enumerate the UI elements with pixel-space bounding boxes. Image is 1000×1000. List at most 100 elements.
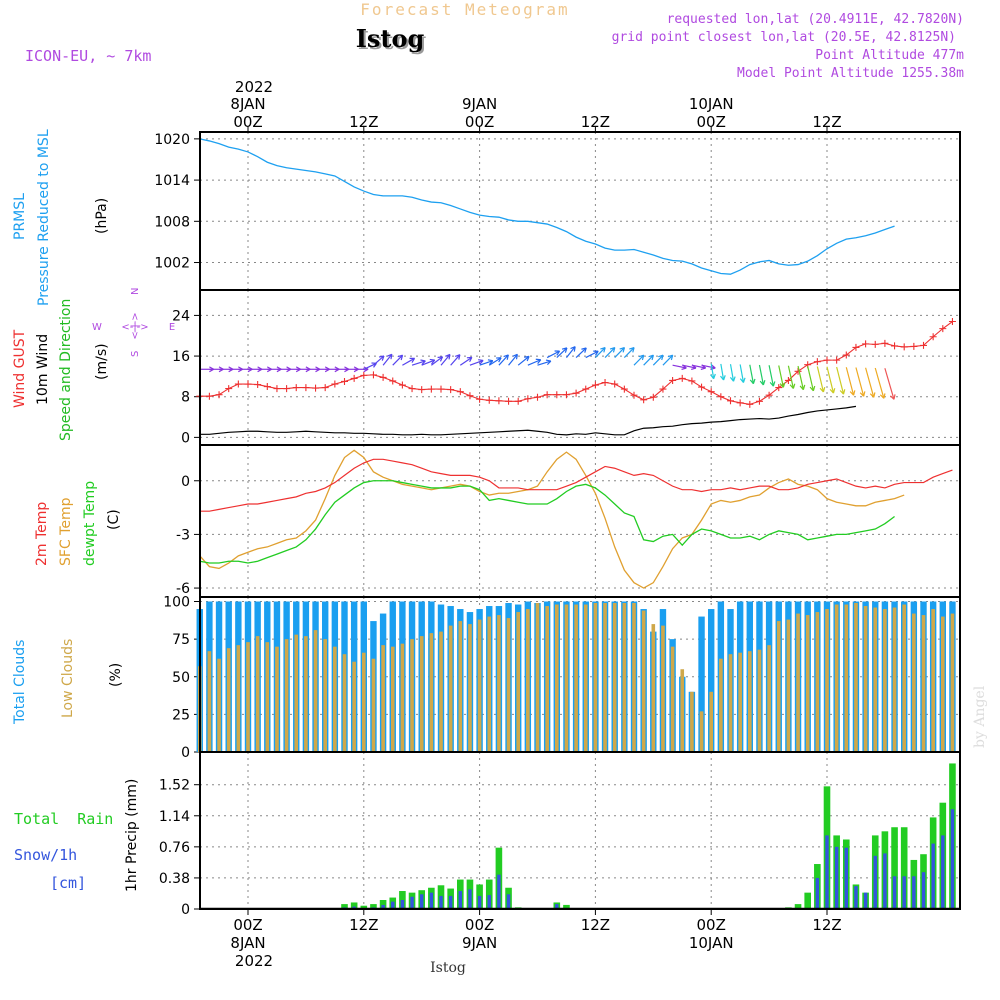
wind-dir-arrow [739, 364, 745, 383]
clouds-ytick-label: 0 [181, 745, 190, 761]
low-cloud-bar [555, 604, 559, 752]
gust-point [630, 391, 638, 399]
low-cloud-bar [844, 604, 849, 752]
snow-bar [844, 847, 848, 909]
low-cloud-bar [545, 606, 549, 752]
low-cloud-bar [333, 646, 337, 752]
cloud-panel-labels: Total Clouds Low Clouds (%) [12, 639, 124, 725]
wind-dir-arrowhead [749, 378, 756, 385]
pressure-frame [199, 131, 961, 291]
low-cloud-bar [738, 652, 742, 752]
wind-dir-arrow [758, 364, 764, 386]
low-cloud-bar [526, 609, 530, 752]
low-cloud-bar [226, 648, 231, 752]
gust-point [302, 384, 310, 392]
wind-dir-arrow [816, 366, 825, 393]
low-cloud-bar [516, 612, 520, 752]
bottom-year: 2022 [235, 952, 273, 970]
snow-bar [883, 853, 887, 909]
wind-dir-arrow [855, 367, 865, 397]
top-axis-day: 8JAN [230, 95, 265, 113]
low-cloud-bar [757, 649, 762, 752]
gust-point [283, 385, 291, 393]
total-cloud-bar [708, 609, 715, 752]
compass-e: E [169, 322, 175, 333]
snow-bar [391, 901, 395, 909]
low-cloud-bar [651, 624, 656, 752]
wind-dir-arrow [662, 354, 674, 366]
gust-point [476, 395, 484, 403]
low-cloud-bar [284, 639, 289, 752]
wind-dir-arrowhead [769, 381, 776, 387]
wind-dir-arrow [604, 347, 616, 359]
top-axis-hour: 12Z [812, 113, 841, 131]
wind-dir-arrow [623, 347, 635, 359]
snow-bar [931, 843, 935, 909]
clouds-ytick-label: 75 [172, 632, 190, 648]
wind-dir-arrow [421, 359, 435, 366]
gust-point [640, 396, 648, 404]
rain-bar [379, 900, 387, 909]
wind-dir-arrow [710, 363, 715, 379]
wind-dir-arrow [382, 353, 393, 366]
wind-dir-arrow [402, 357, 415, 366]
wind-dir-arrow [392, 354, 403, 366]
wind-dir-arrowhead [397, 354, 404, 361]
bottom-axis-day: 10JAN [689, 934, 734, 952]
snow-bar [400, 900, 405, 909]
gust-point [765, 391, 773, 399]
wind-dir-arrow [729, 364, 735, 382]
precip-frame [199, 751, 961, 910]
top-axis-hour: 12Z [349, 113, 378, 131]
bottom-axis-day: 9JAN [462, 934, 497, 952]
gust-point [505, 397, 513, 405]
gust-point [755, 397, 763, 405]
gust-point [784, 376, 792, 384]
snow-bar [487, 895, 491, 909]
low-cloud-bar [448, 625, 453, 752]
low-cloud-bar [458, 621, 463, 752]
gust-point [862, 340, 870, 348]
clouds-ytick-label: 50 [172, 670, 190, 686]
gust-point [842, 351, 850, 359]
gust-point [920, 341, 927, 349]
location-title-front: Istog [356, 24, 425, 53]
temp-unit: (C) [106, 509, 122, 530]
wind-dir-arrowhead [720, 375, 726, 381]
top-axis-hour: 00Z [465, 113, 494, 131]
snow-bar [420, 894, 424, 909]
rain-bar [341, 904, 348, 909]
direction-label: Speed and Direction [58, 299, 74, 441]
wind-label: 10m Wind [35, 334, 51, 405]
dew-label: dewpt Temp [82, 481, 98, 566]
bottom-axis-hour: 00Z [465, 916, 494, 934]
pressure-ytick-label: 1020 [154, 132, 190, 148]
wind-dir-arrow [498, 354, 509, 366]
snow-bar [458, 891, 462, 909]
low-cloud-bar [921, 615, 926, 752]
wind-dir-arrowhead [809, 385, 816, 392]
low-cloud-bar [419, 636, 424, 752]
gust-point [447, 386, 455, 394]
gust-point [292, 384, 300, 392]
gust-point [437, 385, 445, 393]
wind-dir-arrowhead [496, 357, 502, 363]
wind-dir-arrow [546, 350, 560, 359]
low-cloud-bar [207, 651, 212, 752]
low-cloud-bar [786, 619, 791, 752]
gust-point [312, 384, 320, 392]
top-axis-hour: 12Z [581, 113, 610, 131]
pressure-ytick-label: 1014 [154, 173, 190, 189]
wind-dir-arrow [787, 365, 794, 389]
wind-dir-arrow [778, 365, 784, 388]
wind-dir-arrow [527, 359, 541, 366]
low-cloud-bar [902, 604, 906, 752]
gust-point [659, 385, 667, 393]
wind-dir-arrow [691, 364, 706, 369]
bottom-axis-hour: 12Z [349, 916, 378, 934]
snow-bar [854, 886, 858, 909]
gust-point [707, 388, 715, 396]
wind-dir-arrowhead [429, 358, 436, 365]
